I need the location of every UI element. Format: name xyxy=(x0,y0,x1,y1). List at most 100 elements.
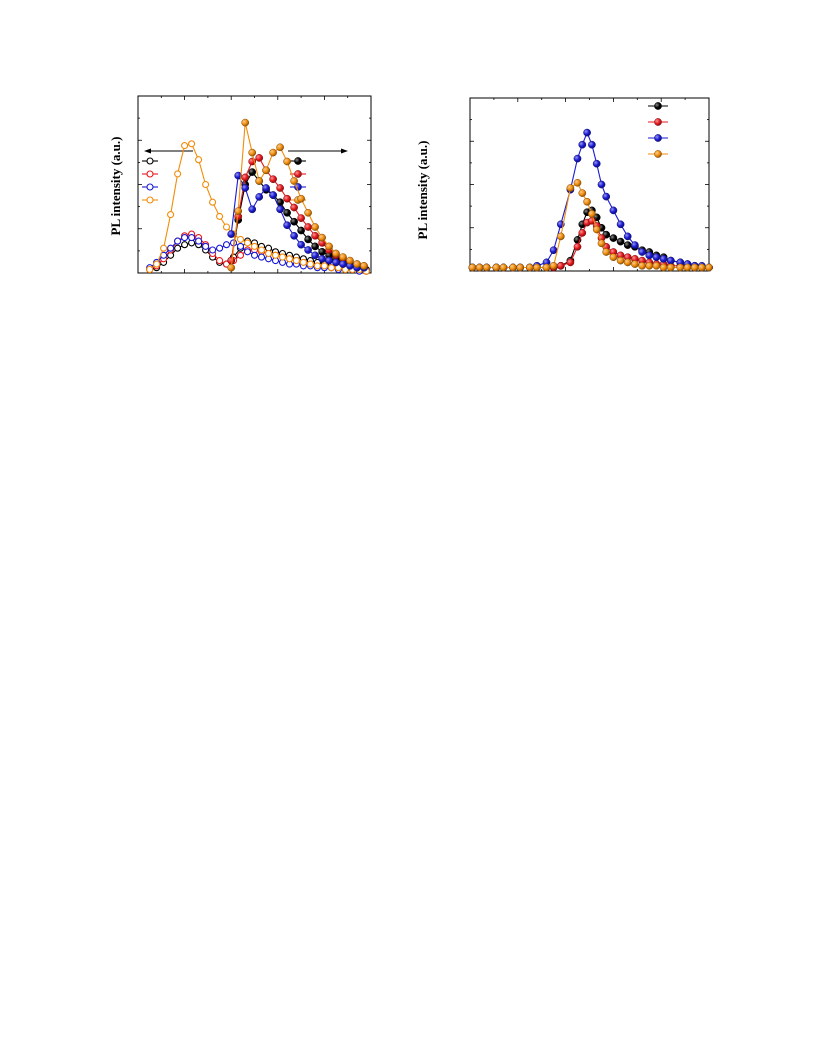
data-point xyxy=(202,242,210,250)
data-point xyxy=(339,260,347,268)
series-line-2 xyxy=(472,131,710,269)
data-point xyxy=(623,232,632,241)
data-point xyxy=(241,173,250,182)
data-point xyxy=(645,251,654,260)
data-point xyxy=(360,262,368,270)
left-legend xyxy=(142,157,306,204)
legend-item xyxy=(648,118,668,126)
data-point xyxy=(234,207,243,215)
data-point xyxy=(241,184,250,192)
data-point xyxy=(262,184,270,192)
data-point xyxy=(492,263,501,272)
data-point xyxy=(304,246,312,254)
data-point xyxy=(683,263,692,272)
data-point xyxy=(257,246,266,254)
data-point xyxy=(195,237,203,245)
data-point xyxy=(659,255,668,263)
legend-marker xyxy=(294,157,302,165)
data-point xyxy=(516,263,525,272)
data-point xyxy=(304,208,312,217)
data-point xyxy=(659,263,668,272)
data-point xyxy=(311,231,319,240)
legend-marker xyxy=(654,134,662,142)
right-plot-frame xyxy=(469,97,710,272)
data-point xyxy=(269,175,277,184)
data-point xyxy=(509,263,517,272)
data-point xyxy=(525,263,534,272)
legend-marker xyxy=(146,170,154,178)
data-point xyxy=(325,256,333,265)
data-point xyxy=(299,258,307,266)
data-point xyxy=(285,255,294,263)
data-point xyxy=(573,242,582,251)
data-point xyxy=(195,156,203,164)
data-point xyxy=(549,261,558,270)
data-point xyxy=(602,248,611,256)
data-point xyxy=(297,226,305,235)
data-point xyxy=(292,257,300,265)
data-point xyxy=(234,171,243,180)
legend-item xyxy=(290,157,306,165)
legend-item xyxy=(290,170,306,178)
data-point xyxy=(499,263,508,272)
series-line-3 xyxy=(472,181,709,269)
data-point xyxy=(609,234,618,242)
data-point xyxy=(188,234,196,242)
data-point xyxy=(666,263,675,272)
data-point xyxy=(222,223,231,231)
data-point xyxy=(616,237,625,246)
data-point xyxy=(573,154,582,163)
right-legend xyxy=(648,102,668,158)
data-point xyxy=(346,256,354,265)
data-point xyxy=(255,193,264,201)
left-y-axis-label: PL intensity (a.u.) xyxy=(108,137,123,236)
data-point xyxy=(271,251,280,259)
data-point xyxy=(597,239,606,248)
data-point xyxy=(609,253,618,262)
data-point xyxy=(583,197,591,206)
legend-item xyxy=(648,134,668,142)
legend-marker xyxy=(654,118,662,126)
data-point xyxy=(597,180,606,189)
data-point xyxy=(556,261,565,270)
data-point xyxy=(588,210,596,218)
legend-marker xyxy=(654,102,662,110)
data-point xyxy=(209,198,217,206)
data-point xyxy=(616,256,625,265)
data-point xyxy=(297,214,305,222)
data-point xyxy=(153,260,161,268)
data-point xyxy=(645,261,654,270)
data-point xyxy=(236,235,245,243)
data-point xyxy=(318,233,326,242)
data-point xyxy=(202,180,210,189)
data-point xyxy=(236,251,245,259)
data-point xyxy=(222,241,231,249)
left-axis-ticks xyxy=(138,96,371,273)
data-point xyxy=(174,237,182,245)
legend-marker xyxy=(294,170,302,178)
legend-item xyxy=(142,170,158,178)
data-point xyxy=(542,263,551,272)
data-point xyxy=(339,253,347,261)
legend-item xyxy=(142,196,158,204)
data-point xyxy=(697,263,706,272)
data-point xyxy=(690,263,699,272)
data-point xyxy=(592,225,601,234)
data-point xyxy=(255,177,264,185)
data-point xyxy=(623,258,632,267)
data-point xyxy=(181,241,189,249)
data-point xyxy=(209,246,217,254)
legend-item xyxy=(142,157,158,165)
data-point xyxy=(290,177,298,185)
data-point xyxy=(181,142,189,150)
data-point xyxy=(290,231,298,240)
right-arrow xyxy=(288,148,348,154)
data-point xyxy=(320,262,328,270)
data-point xyxy=(588,140,596,149)
data-point xyxy=(578,229,587,237)
data-point xyxy=(257,253,266,261)
data-point xyxy=(313,262,321,270)
data-point xyxy=(327,264,335,272)
data-point xyxy=(188,140,196,148)
data-point xyxy=(167,211,175,219)
